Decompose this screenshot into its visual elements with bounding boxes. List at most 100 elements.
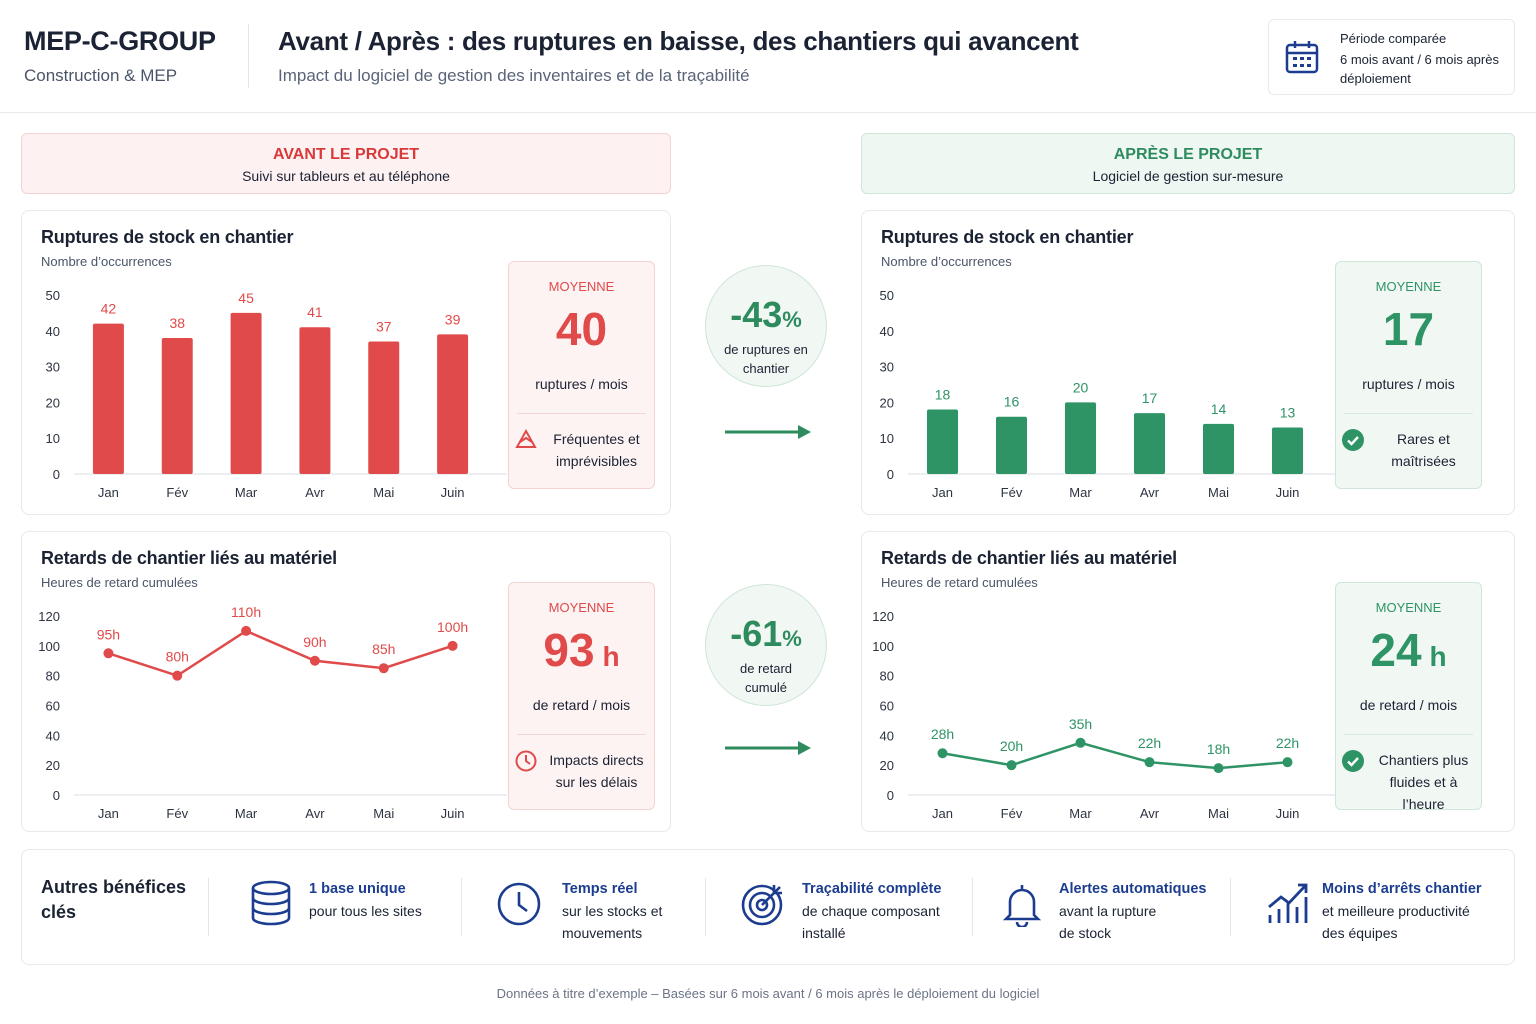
data-label: 37 (376, 319, 392, 335)
y-tick-label: 20 (46, 758, 60, 773)
kpi-label: MOYENNE (548, 279, 615, 294)
bar (1202, 423, 1235, 474)
page-subtitle: Impact du logiciel de gestion des invent… (278, 66, 750, 85)
y-tick-label: 20 (880, 395, 894, 410)
data-label: 18 (935, 387, 951, 403)
kpi-value-row: 40 (509, 302, 654, 368)
chart-subtitle: Nombre d’occurrences (41, 254, 172, 269)
y-tick-label: 100 (38, 639, 60, 654)
benefit: Alertes automatiques avant la rupture de … (1059, 878, 1219, 944)
page-title: Avant / Après : des ruptures en baisse, … (278, 26, 1079, 56)
kpi-value-row: 24 h (1336, 623, 1481, 689)
bar (230, 312, 262, 474)
bar (995, 416, 1028, 474)
y-tick-label: 0 (53, 467, 60, 482)
point (172, 670, 183, 681)
x-tick-label: Mai (1208, 806, 1229, 821)
comparison-value: -43 (730, 294, 783, 335)
comparison: -43% de ruptures en chantier (705, 265, 827, 387)
point (447, 640, 458, 651)
kpi-value: 17 (1382, 303, 1435, 355)
clock-icon (497, 882, 541, 926)
kpi-unit: h (602, 641, 620, 672)
data-label: 14 (1211, 401, 1227, 417)
y-tick-label: 0 (53, 788, 60, 803)
brand-subtitle: Construction & MEP (24, 66, 178, 85)
kpi-note: Chantiers plus fluides et à l’heure (1378, 752, 1469, 812)
line (942, 741, 1288, 770)
data-label: 41 (307, 304, 323, 320)
benefit: Temps réel sur les stocks et mouvements (562, 878, 682, 944)
kpi-label: MOYENNE (1375, 600, 1442, 615)
benefit: Traçabilité complète de chaque composant … (802, 878, 962, 944)
data-label: 110h (231, 604, 261, 620)
y-tick-label: 0 (887, 467, 894, 482)
data-label: 38 (169, 315, 185, 331)
kpi-value-row: 17 (1336, 302, 1481, 368)
benefit-text: et meilleure productivité des équipes (1322, 903, 1470, 941)
y-tick-label: 30 (880, 360, 894, 375)
point (378, 663, 389, 674)
comparison-caption: de retard cumulé (739, 661, 793, 695)
kpi-box: MOYENNE 93 h de retard / mois Impacts direct… (508, 582, 655, 810)
divider (461, 878, 462, 936)
y-tick-label: 50 (880, 288, 894, 303)
data-label: 90h (303, 634, 326, 650)
x-tick-label: Mai (373, 806, 394, 821)
chart: 0 20 40 60 80 100 120 Jan Fév Mar Avr Mai Juin 28h 20h… (872, 609, 1342, 821)
period-label: Période comparée (1340, 31, 1447, 46)
divider (208, 878, 209, 936)
chart-panel: Retards de chantier liés au matériel Heur… (21, 531, 671, 832)
data-label: 28h (931, 726, 954, 742)
brand: MEP-C-GROUP (24, 26, 216, 56)
y-tick-label: 10 (880, 431, 894, 446)
benefit-text: pour tous les sites (309, 903, 422, 919)
kpi-box: MOYENNE 24 h de retard / mois Chantiers plus… (1335, 582, 1482, 812)
kpi-value: 24 (1370, 624, 1422, 676)
period-text: 6 mois avant / 6 mois après déploiement (1340, 52, 1499, 86)
comparison-unit: % (782, 307, 802, 332)
kpi-note-row: Fréquentes et imprévisibles (509, 428, 654, 472)
before-subtitle: Suivi sur tableurs et au téléphone (242, 168, 450, 184)
x-tick-label: Mai (1208, 485, 1229, 500)
kpi-note-row: Rares et maîtrisées (1336, 428, 1481, 472)
kpi-separator (1344, 734, 1473, 735)
comparison-unit: % (782, 626, 802, 651)
data-label: 80h (166, 649, 189, 665)
benefit: Moins d’arrêts chantier et meilleure prod… (1322, 878, 1502, 944)
benefit-title: Traçabilité complète (802, 881, 942, 897)
data-label: 20 (1073, 379, 1089, 395)
x-tick-label: Fév (166, 806, 188, 821)
bar (161, 337, 193, 474)
bar (1133, 413, 1166, 474)
chart-panel: Ruptures de stock en chantier Nombre d’oc… (21, 210, 671, 515)
data-label: 18h (1207, 741, 1230, 757)
bar (368, 341, 400, 474)
arrow (725, 425, 811, 439)
divider (248, 24, 249, 88)
bell-icon (1002, 885, 1042, 927)
chart-title: Retards de chantier liés au matériel (881, 548, 1177, 568)
y-tick-label: 40 (46, 728, 60, 743)
data-label: 13 (1280, 404, 1296, 420)
point (309, 655, 320, 666)
kpi-box: MOYENNE 17 ruptures / mois Rares et maîtris… (1335, 261, 1482, 489)
y-tick-label: 80 (880, 669, 894, 684)
benefit-title: Moins d’arrêts chantier (1322, 881, 1482, 897)
bar (437, 334, 469, 474)
kpi-value: 93 (543, 624, 595, 676)
kpi-note-row: Impacts directs sur les délais (509, 749, 654, 793)
x-tick-label: Juin (441, 806, 465, 821)
x-tick-label: Jan (98, 806, 119, 821)
point (103, 648, 114, 659)
footer-note: Données à titre d’exemple – Basées sur 6… (496, 986, 1040, 1001)
before-band: AVANT LE PROJET Suivi sur tableurs et au… (21, 133, 671, 194)
note-icon (1342, 750, 1364, 772)
chart-title: Retards de chantier liés au matériel (41, 548, 337, 568)
kpi-separator (517, 413, 646, 414)
x-tick-label: Jan (932, 806, 953, 821)
kpi-box: MOYENNE 40 ruptures / mois Fréquentes et im… (508, 261, 655, 489)
chart-panel: Ruptures de stock en chantier Nombre d’oc… (861, 210, 1515, 515)
y-tick-label: 20 (46, 395, 60, 410)
